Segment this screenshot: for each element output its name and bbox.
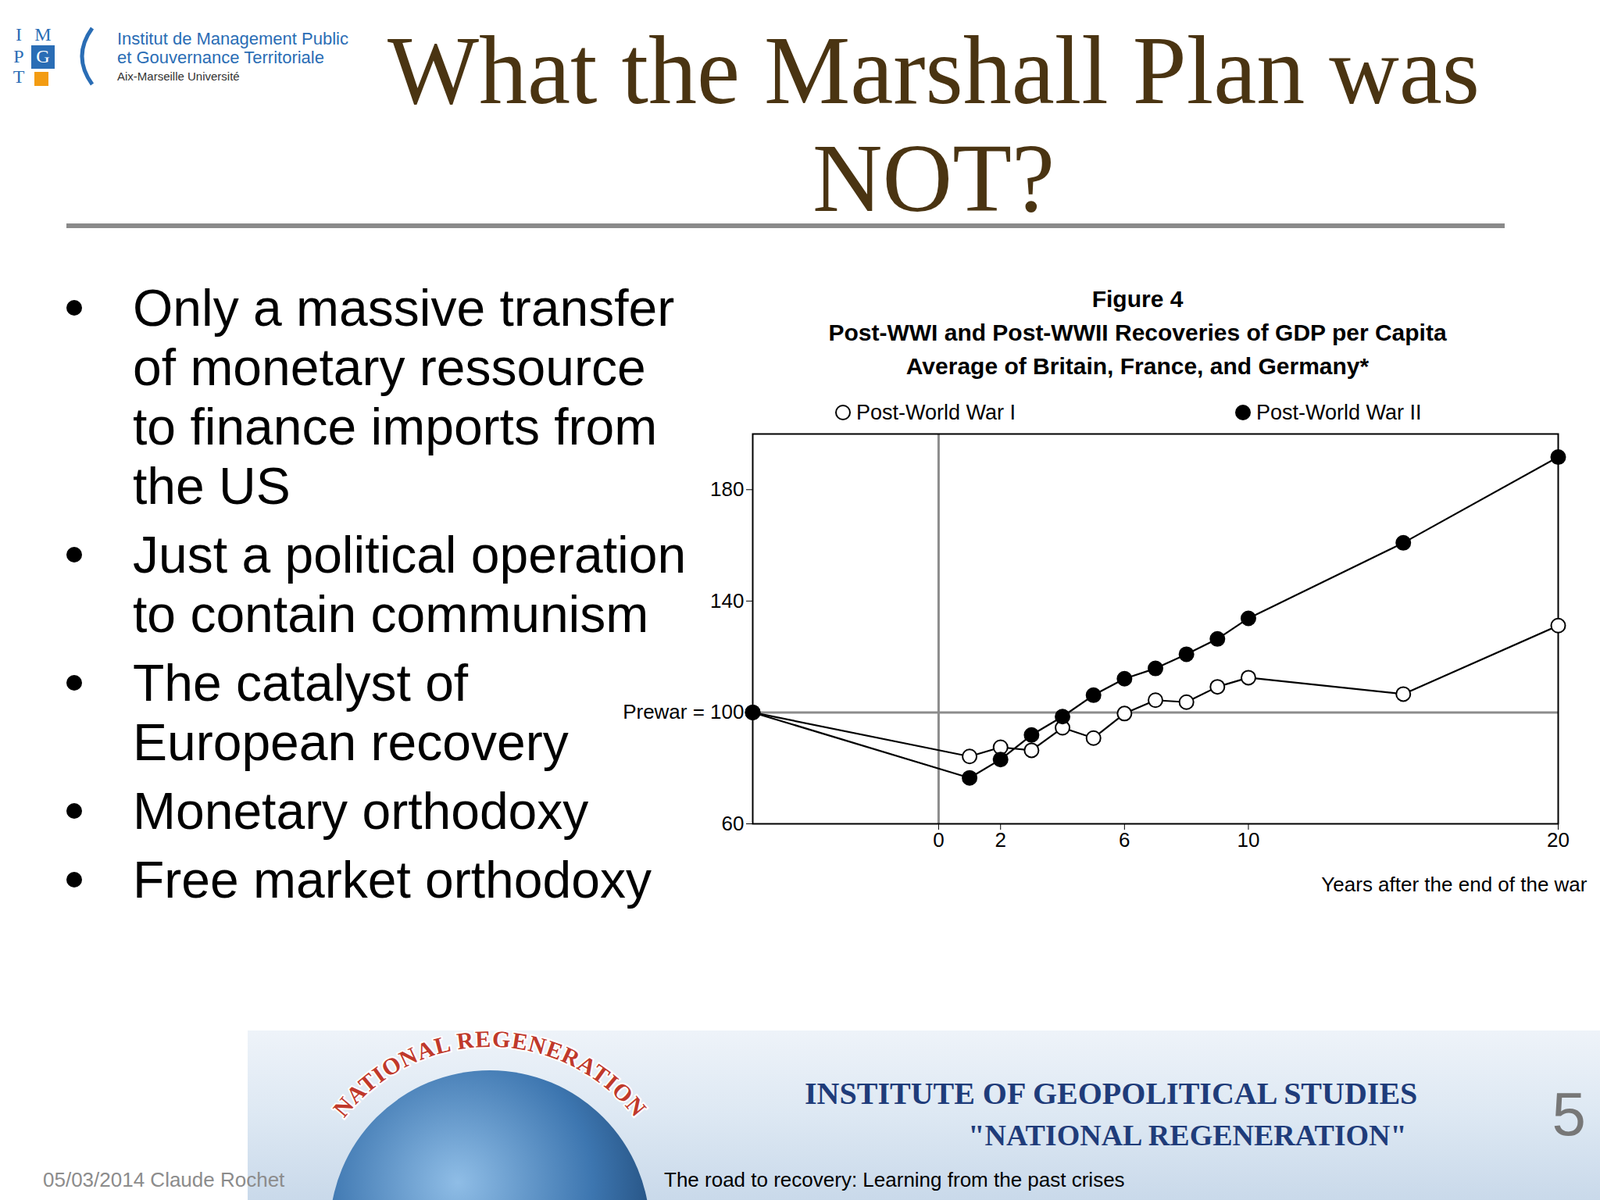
html-text:Just a political operation: Just a political operation bbox=[132, 525, 687, 584]
svg-text:05/03/2014 Claude Rochet: 05/03/2014 Claude Rochet bbox=[42, 1167, 286, 1192]
html-text:Figure 4: Figure 4 bbox=[1091, 285, 1184, 312]
svg-text:NATIONAL REGENERATION: NATIONAL REGENERATION bbox=[328, 1025, 653, 1122]
html-text:NOT?: NOT? bbox=[812, 125, 1055, 233]
svg-text:I: I bbox=[15, 24, 22, 45]
svg-text:6: 6 bbox=[1118, 828, 1130, 852]
html-text:The catalyst of: The catalyst of bbox=[132, 653, 469, 712]
svg-text:20: 20 bbox=[1546, 828, 1570, 852]
svg-text:5: 5 bbox=[1552, 1079, 1586, 1149]
html-text:of monetary ressource: of monetary ressource bbox=[132, 338, 646, 397]
html-text:to contain communism: to contain communism bbox=[132, 585, 649, 643]
svg-text:The road to recovery: Learning: The road to recovery: Learning from the … bbox=[664, 1167, 1125, 1192]
html-text:European recovery: European recovery bbox=[132, 713, 569, 772]
svg-text:M: M bbox=[34, 24, 51, 45]
svg-text:Years after the end of the war: Years after the end of the war bbox=[1321, 872, 1587, 897]
html-text:Free market orthodoxy: Free market orthodoxy bbox=[132, 850, 652, 909]
svg-text:et Gouvernance Territoriale: et Gouvernance Territoriale bbox=[117, 47, 325, 68]
svg-text:G: G bbox=[35, 46, 50, 67]
html-text:Post-World War I: Post-World War I bbox=[856, 400, 1016, 424]
html-text:Post-World War II: Post-World War II bbox=[1256, 400, 1422, 424]
svg-text:Prewar = 100: Prewar = 100 bbox=[622, 700, 744, 724]
svg-text:140: 140 bbox=[710, 589, 744, 613]
svg-text:180: 180 bbox=[710, 477, 744, 501]
html-text:to finance imports from: to finance imports from bbox=[132, 397, 658, 456]
svg-text:2: 2 bbox=[994, 828, 1006, 852]
svg-text:0: 0 bbox=[932, 828, 944, 852]
svg-text:60: 60 bbox=[721, 811, 745, 836]
svg-text:P: P bbox=[13, 46, 24, 67]
svg-text:"NATIONAL REGENERATION": "NATIONAL REGENERATION" bbox=[967, 1118, 1407, 1152]
html-text:Average of Britain, France, an: Average of Britain, France, and Germany* bbox=[906, 353, 1369, 379]
svg-text:Aix-Marseille Université: Aix-Marseille Université bbox=[117, 69, 240, 83]
svg-text:10: 10 bbox=[1237, 828, 1261, 852]
svg-text:T: T bbox=[13, 66, 25, 87]
html-text:the US: the US bbox=[132, 457, 291, 515]
html-text:Only a massive transfer: Only a massive transfer bbox=[132, 278, 675, 337]
html-text:Post-WWI and Post-WWII Recover: Post-WWI and Post-WWII Recoveries of GDP… bbox=[828, 319, 1447, 346]
svg-text:INSTITUTE OF GEOPOLITICAL STUD: INSTITUTE OF GEOPOLITICAL STUDIES bbox=[804, 1075, 1418, 1111]
html-text:What the Marshall Plan was: What the Marshall Plan was bbox=[387, 17, 1480, 125]
html-text:Monetary orthodoxy: Monetary orthodoxy bbox=[132, 782, 589, 840]
svg-text:Institut de Management Public: Institut de Management Public bbox=[117, 28, 349, 49]
